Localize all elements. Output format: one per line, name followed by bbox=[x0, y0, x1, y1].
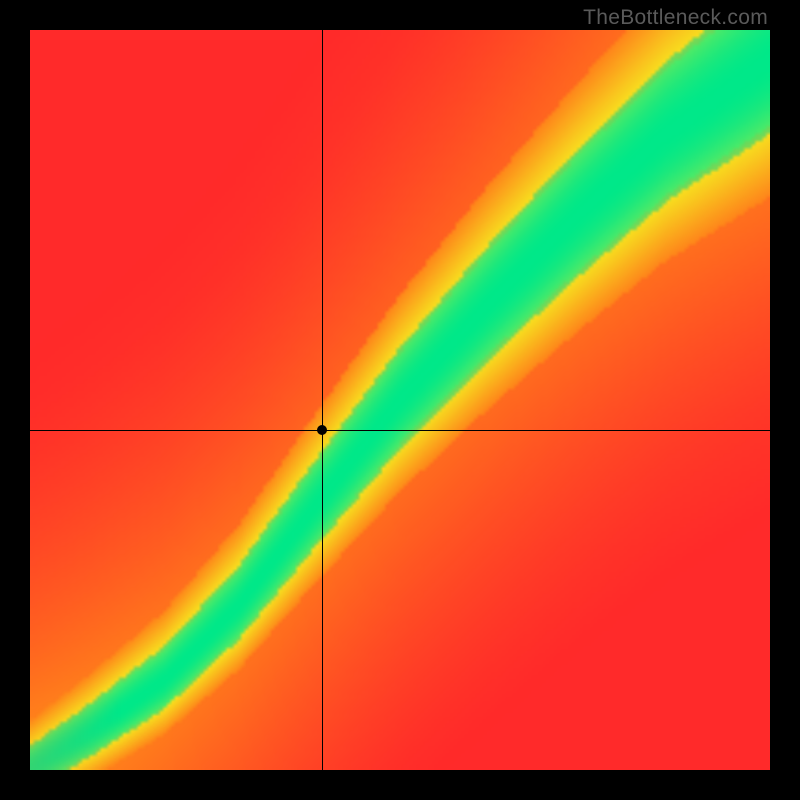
heatmap-plot bbox=[30, 30, 770, 770]
watermark-text: TheBottleneck.com bbox=[583, 6, 768, 30]
crosshair-horizontal bbox=[30, 430, 770, 431]
marker-dot bbox=[317, 425, 327, 435]
crosshair-vertical bbox=[322, 30, 323, 770]
heatmap-canvas bbox=[30, 30, 770, 770]
